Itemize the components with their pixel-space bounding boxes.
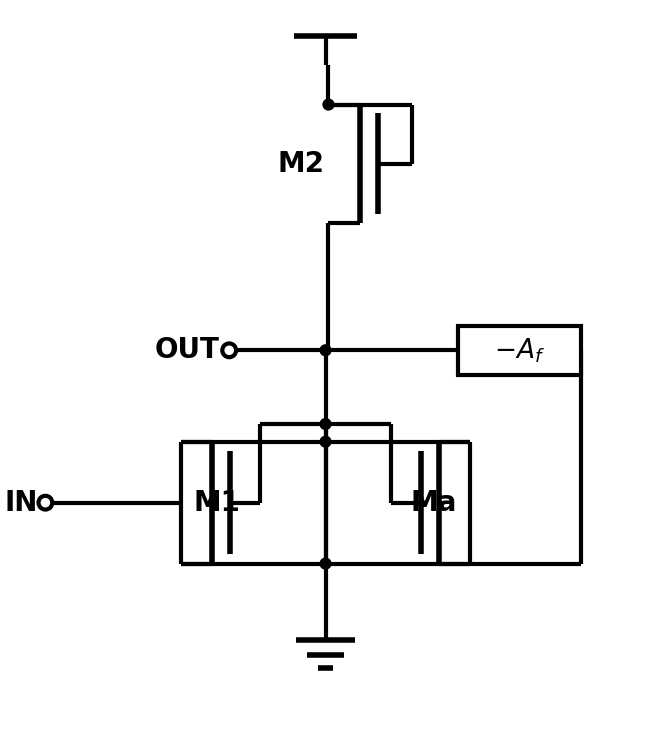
Text: M2: M2 [278, 149, 324, 178]
Circle shape [320, 558, 331, 569]
Circle shape [320, 437, 331, 447]
Text: IN: IN [4, 489, 37, 517]
Text: OUT: OUT [154, 337, 220, 365]
Text: $-A_f$: $-A_f$ [494, 336, 545, 365]
Circle shape [320, 345, 331, 356]
Text: Ma: Ma [410, 489, 457, 517]
FancyBboxPatch shape [458, 326, 581, 375]
Text: M1: M1 [194, 489, 241, 517]
Circle shape [323, 99, 334, 110]
Circle shape [320, 419, 331, 429]
